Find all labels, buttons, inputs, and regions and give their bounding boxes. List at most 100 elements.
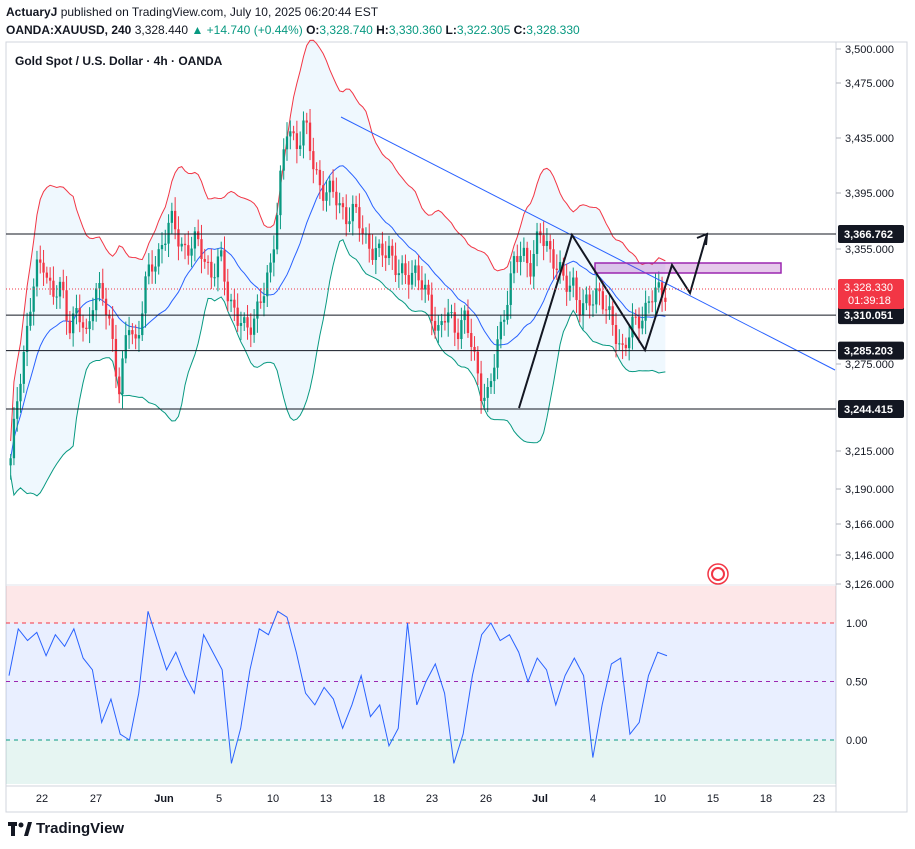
candle-body	[516, 256, 519, 263]
x-tick-label: 18	[373, 793, 385, 805]
candle-body	[585, 294, 588, 304]
candle-body	[651, 301, 654, 303]
candle-body	[430, 294, 433, 321]
candle-body	[634, 316, 637, 318]
candle-body	[177, 229, 180, 247]
candle-body	[489, 381, 493, 388]
candle-body	[111, 318, 114, 339]
candle-body	[183, 243, 187, 246]
candle-body	[249, 327, 252, 335]
bollinger-bands	[10, 39, 666, 497]
candle-body	[519, 255, 522, 263]
candle-body	[654, 287, 657, 303]
x-tick-label: 13	[320, 793, 332, 805]
candle-body	[401, 263, 404, 274]
candle-body	[539, 231, 542, 236]
ohlc-line: OANDA:XAUUSD, 240 3,328.440 ▲ +14.740 (+…	[6, 23, 580, 37]
candle-body	[506, 304, 509, 320]
publish-text: published on TradingView.com, July 10, 2…	[60, 5, 379, 19]
candle-body	[387, 245, 391, 259]
candle-body	[341, 203, 345, 208]
candles	[9, 109, 667, 480]
candle-body	[193, 231, 197, 249]
candle-body	[68, 320, 72, 334]
candle-body	[62, 281, 65, 291]
candle-body	[141, 313, 144, 336]
candle-body	[299, 145, 302, 150]
candle-body	[180, 243, 183, 247]
low-label: L:	[445, 23, 457, 37]
candle-body	[318, 169, 322, 186]
candle-body	[631, 316, 634, 338]
projection-path[interactable]	[518, 232, 708, 409]
y-tick-label: 3,166.000	[845, 519, 894, 531]
x-tick-label: 22	[36, 793, 48, 805]
author-name[interactable]: ActuaryJ	[6, 5, 58, 19]
y-tick-label: 3,395.000	[845, 188, 894, 200]
y-tick-label: 3,500.000	[845, 44, 894, 56]
candle-body	[229, 299, 233, 302]
candle-body	[104, 298, 108, 316]
us-flag-icon[interactable]	[707, 563, 729, 585]
candle-body	[262, 296, 266, 303]
candle-body	[144, 276, 147, 314]
overbought-zone	[6, 586, 836, 623]
candle-body	[440, 321, 443, 326]
candle-body	[328, 180, 331, 193]
high-value: 3,330.360	[388, 23, 443, 37]
candle-body	[88, 321, 91, 330]
candle-body	[302, 120, 305, 146]
current-price-label: 3,328.330	[844, 282, 893, 294]
candle-body	[453, 312, 456, 333]
candle-body	[81, 322, 85, 328]
candle-body	[170, 210, 174, 223]
candle-body	[502, 319, 506, 322]
candle-body	[512, 256, 516, 274]
y-tick-label: 3,275.000	[845, 359, 894, 371]
candle-body	[657, 282, 660, 288]
candle-body	[9, 458, 12, 466]
candle-body	[285, 136, 289, 150]
candle-body	[308, 122, 312, 152]
candle-body	[404, 263, 407, 276]
symbol-label[interactable]: OANDA:XAUUSD, 240	[6, 23, 132, 37]
y-tick-label: 3,355.000	[845, 244, 894, 256]
brand-name: TradingView	[36, 820, 125, 837]
candle-body	[216, 256, 220, 278]
candle-body	[190, 248, 193, 256]
low-value: 3,322.305	[456, 23, 511, 37]
candle-body	[121, 358, 124, 395]
candle-body	[447, 312, 450, 323]
x-tick-label: 23	[813, 793, 825, 805]
candle-body	[351, 203, 354, 222]
candle-body	[526, 247, 529, 264]
candle-body	[269, 262, 272, 273]
candle-body	[647, 301, 651, 303]
x-tick-label: 5	[216, 793, 222, 805]
candle-body	[35, 259, 39, 287]
candle-body	[479, 373, 483, 401]
candle-body	[164, 243, 167, 246]
candle-body	[220, 250, 223, 257]
candle-body	[529, 263, 532, 277]
downtrend-line[interactable]	[340, 116, 836, 371]
x-tick-label: 4	[590, 793, 596, 805]
tradingview-logo[interactable]: TradingView	[8, 820, 124, 837]
candle-body	[595, 288, 598, 305]
candle-body	[289, 131, 292, 137]
oversold-zone	[6, 740, 836, 784]
candle-body	[377, 243, 381, 249]
close-value: 3,328.330	[526, 23, 580, 37]
candle-body	[160, 245, 164, 250]
resistance-zone[interactable]	[594, 262, 782, 274]
candle-body	[12, 418, 16, 459]
candle-body	[628, 337, 631, 349]
candle-body	[19, 383, 22, 402]
candle-body	[118, 376, 121, 395]
candle-body	[368, 233, 371, 249]
x-tick-label: 10	[654, 793, 666, 805]
candle-body	[322, 185, 325, 201]
candle-body	[611, 306, 614, 325]
candle-body	[641, 320, 644, 329]
